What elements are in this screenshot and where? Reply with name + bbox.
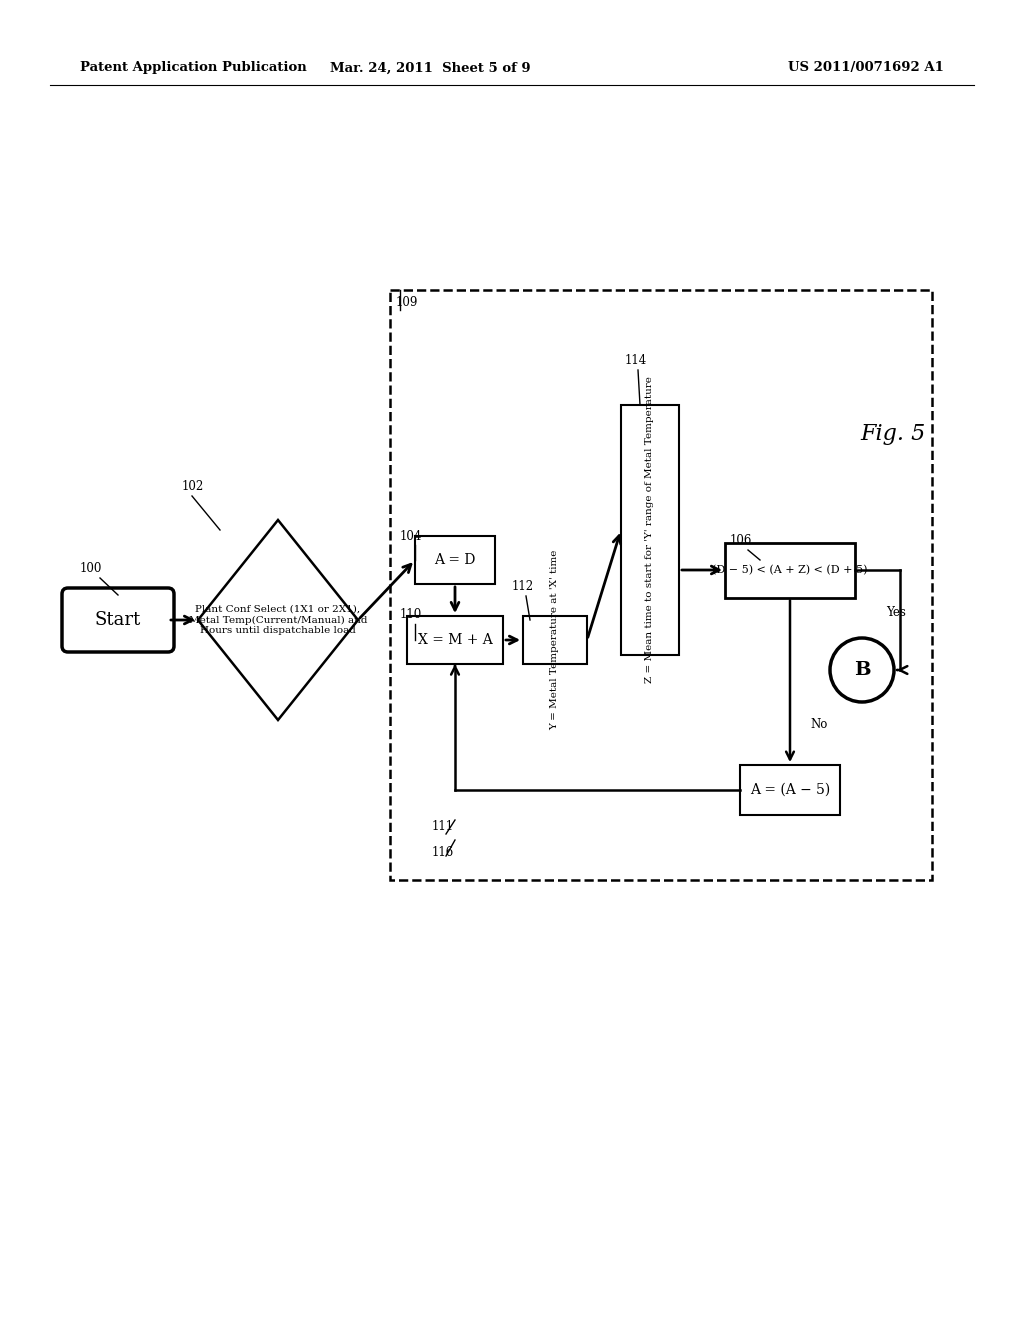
- Circle shape: [830, 638, 894, 702]
- Text: 116: 116: [432, 846, 455, 859]
- Polygon shape: [198, 520, 358, 719]
- Bar: [407, 616, 503, 664]
- Text: Yes: Yes: [886, 606, 906, 619]
- Text: Y = Metal Temperature at 'X' time: Y = Metal Temperature at 'X' time: [551, 550, 559, 730]
- Text: Mar. 24, 2011  Sheet 5 of 9: Mar. 24, 2011 Sheet 5 of 9: [330, 62, 530, 74]
- Bar: [621, 405, 679, 655]
- Text: B: B: [854, 661, 870, 678]
- Text: Z = Mean time to start for 'Y' range of Metal Temperature: Z = Mean time to start for 'Y' range of …: [645, 376, 654, 684]
- Bar: [725, 543, 855, 598]
- Text: 104: 104: [400, 531, 422, 543]
- Bar: [390, 290, 932, 880]
- Text: 114: 114: [625, 354, 647, 367]
- Text: 111: 111: [432, 820, 454, 833]
- Text: Fig. 5: Fig. 5: [860, 422, 926, 445]
- Text: 112: 112: [512, 579, 535, 593]
- Text: 102: 102: [182, 480, 204, 492]
- Text: US 2011/0071692 A1: US 2011/0071692 A1: [788, 62, 944, 74]
- Bar: [740, 766, 840, 814]
- Text: Patent Application Publication: Patent Application Publication: [80, 62, 307, 74]
- Text: 100: 100: [80, 562, 102, 576]
- Bar: [523, 616, 587, 664]
- Text: 106: 106: [730, 535, 753, 546]
- Text: X = M + A: X = M + A: [418, 634, 493, 647]
- Text: Plant Conf Select (1X1 or 2X1),
Metal Temp(Current/Manual) and
Hours until dispa: Plant Conf Select (1X1 or 2X1), Metal Te…: [188, 605, 368, 635]
- Text: (D − 5) < (A + Z) < (D + 5): (D − 5) < (A + Z) < (D + 5): [713, 565, 867, 576]
- Bar: [415, 536, 495, 583]
- Text: 110: 110: [400, 609, 422, 620]
- Text: No: No: [810, 718, 827, 731]
- Text: A = D: A = D: [434, 553, 476, 568]
- FancyBboxPatch shape: [62, 587, 174, 652]
- Text: 109: 109: [396, 296, 419, 309]
- Text: Start: Start: [95, 611, 141, 630]
- Text: A = (A − 5): A = (A − 5): [750, 783, 830, 797]
